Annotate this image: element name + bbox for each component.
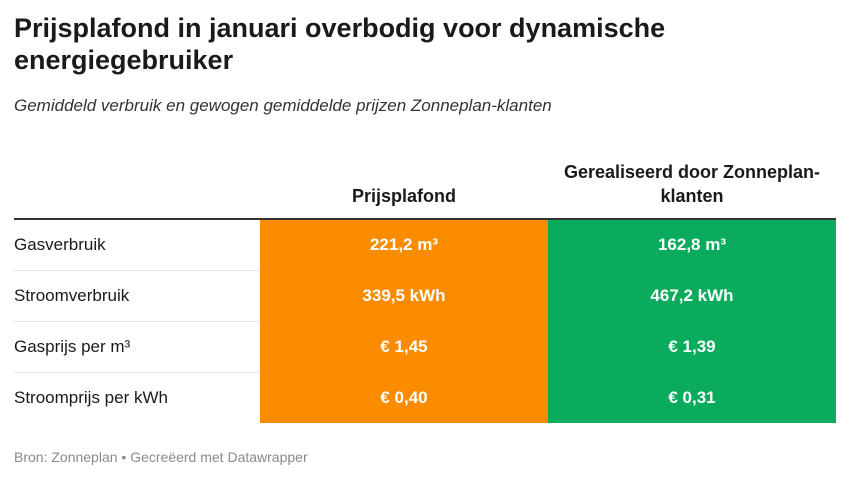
table-cell: 339,5 kWh (260, 271, 548, 322)
table-row: Gasprijs per m³ € 1,45 € 1,39 (14, 322, 836, 373)
row-label: Gasverbruik (14, 235, 106, 254)
chart-title: Prijsplafond in januari overbodig voor d… (14, 13, 666, 75)
chart-subtitle: Gemiddeld verbruik en gewogen gemiddelde… (14, 96, 552, 115)
table-cell: € 1,45 (260, 322, 548, 373)
table-row: Gasverbruik 221,2 m³ 162,8 m³ (14, 220, 836, 271)
table-cell: € 0,40 (260, 373, 548, 423)
row-label: Gasprijs per m³ (14, 337, 131, 356)
row-label: Stroomverbruik (14, 286, 130, 305)
table-row: Stroomprijs per kWh € 0,40 € 0,31 (14, 373, 836, 423)
table-row: Stroomverbruik 339,5 kWh 467,2 kWh (14, 271, 836, 322)
table-header-row: Prijsplafond Gerealiseerd door Zonneplan… (14, 155, 836, 220)
table-cell: € 1,39 (548, 322, 836, 373)
table-cell: 162,8 m³ (548, 220, 836, 271)
table-cell: 467,2 kWh (548, 271, 836, 322)
column-header-gerealiseerd: Gerealiseerd door Zonneplan-klanten (563, 162, 821, 206)
source-footer: Bron: Zonneplan • Gecreëerd met Datawrap… (14, 449, 308, 465)
column-header-prijsplafond: Prijsplafond (351, 186, 456, 206)
table-cell: € 0,31 (548, 373, 836, 423)
row-label: Stroomprijs per kWh (14, 388, 168, 407)
table-cell: 221,2 m³ (260, 220, 548, 271)
data-table: Prijsplafond Gerealiseerd door Zonneplan… (14, 155, 836, 423)
